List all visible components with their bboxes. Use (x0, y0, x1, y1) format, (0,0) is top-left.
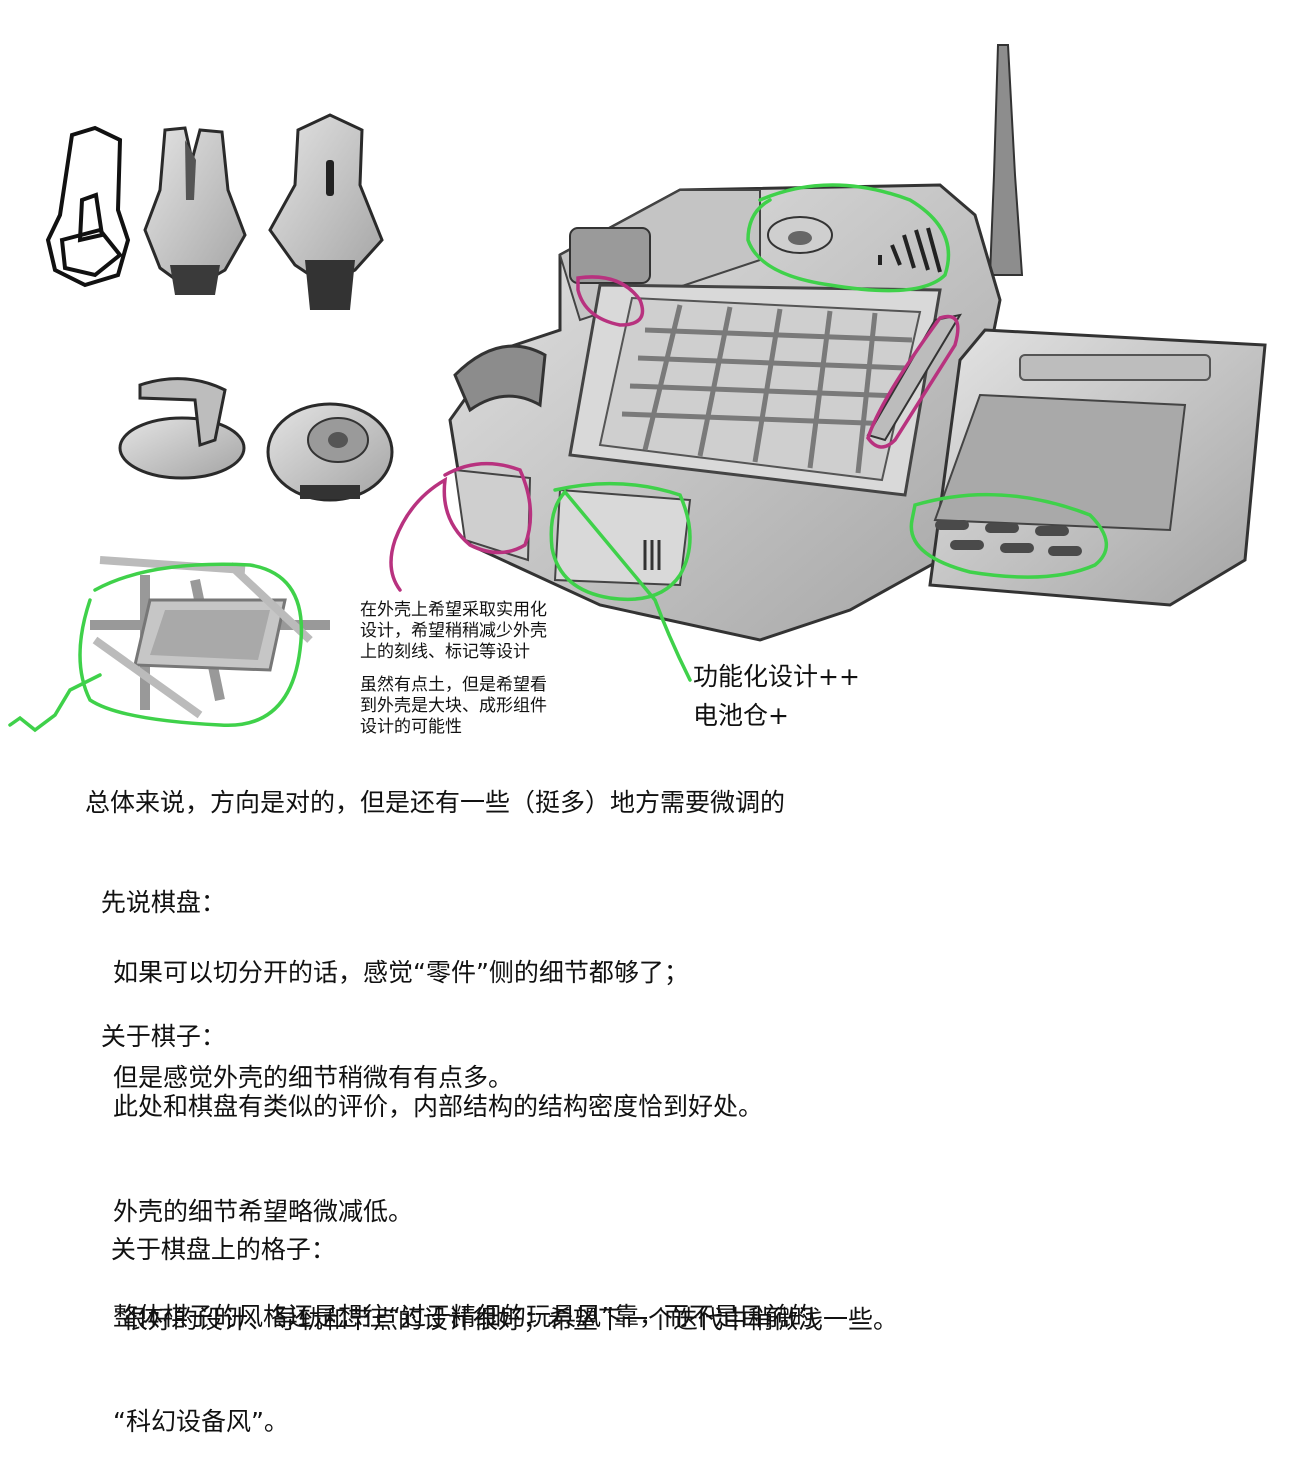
magenta-markup (389, 275, 960, 592)
pieces-heading: 关于棋子： (100, 1022, 226, 1051)
board-line: 但是感觉外壳的细节稍微有有点多。 (113, 1063, 514, 1092)
piece-sketch-tower (268, 113, 384, 310)
shell-note: 在外壳上希望采取实用化 设计，希望稍稍减少外壳 上的刻线、标记等设计 (360, 600, 547, 662)
board-device-sketch (448, 44, 1267, 642)
piece-sketch-round (266, 402, 394, 502)
grid-line: 很好的设计、导轨和节点的设计很好；希望下一个迭代中稍微浅一些。 (123, 1305, 899, 1334)
grid-heading: 关于棋盘上的格子： (110, 1235, 336, 1264)
board-line: 如果可以切分开的话，感觉“零件”侧的细节都够了； (113, 958, 689, 987)
pieces-line: 外壳的细节希望略微减低。 (113, 1197, 414, 1226)
piece-sketch-outline (45, 125, 131, 288)
concept-sketch (8, 44, 1267, 733)
grid-node-sketch (90, 556, 330, 719)
piece-sketch-split (143, 126, 247, 295)
pieces-line: 此处和棋盘有类似的评价，内部结构的结构密度恰到好处。 (113, 1092, 764, 1121)
grid-feedback: 关于棋盘上的格子： 很好的设计、导轨和节点的设计很好；希望下一个迭代中稍微浅一些… (95, 1197, 898, 1372)
piece-sketch-base (118, 377, 246, 480)
pieces-line: “科幻设备风”。 (113, 1407, 289, 1436)
function-note: 功能化设计++ (693, 662, 860, 691)
battery-note: 电池仓+ (693, 701, 789, 730)
feedback-summary: 总体来说，方向是对的，但是还有一些（挺多）地方需要微调的 (85, 788, 786, 817)
block-note: 虽然有点土，但是希望看 到外壳是大块、成形组件 设计的可能性 (360, 675, 547, 737)
board-feedback: 先说棋盘： 如果可以切分开的话，感觉“零件”侧的细节都够了； 但是感觉外壳的细节… (85, 850, 689, 1130)
green-markup (8, 183, 1109, 733)
board-heading: 先说棋盘： (100, 888, 226, 917)
